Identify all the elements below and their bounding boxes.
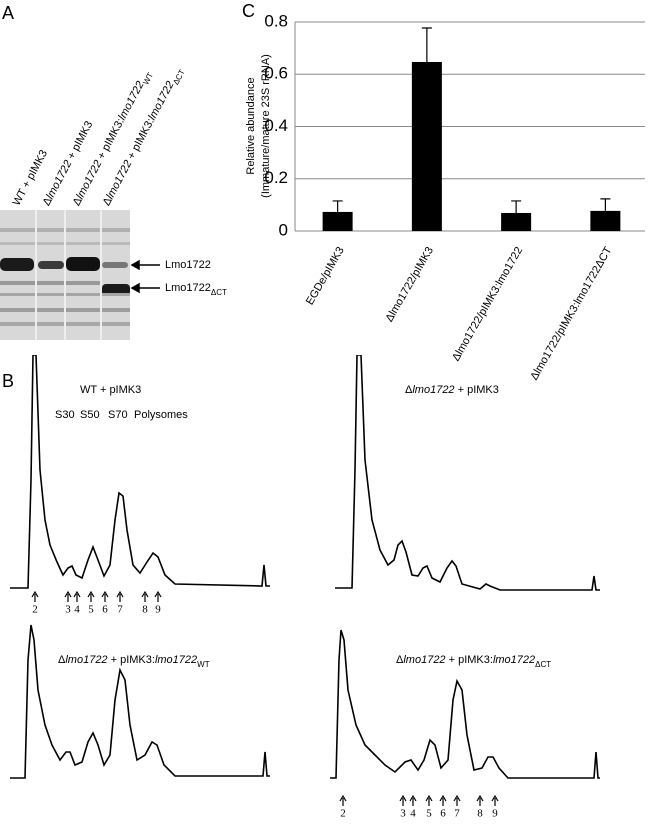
x-tick-label: Δlmo1722/pIMK3:lmo1722 <box>450 245 525 363</box>
y-tick-label: 0.6 <box>264 64 288 83</box>
band-arrows <box>130 259 160 294</box>
fraction-arrow <box>73 590 81 602</box>
fraction-arrow <box>141 590 149 602</box>
lane-labels: WT + pIMK3 Δlmo1722 + pIMK3 Δlmo1722 + p… <box>11 68 187 208</box>
fraction-arrow <box>476 794 484 806</box>
fraction-label: 2 <box>32 604 38 616</box>
fraction-label: 5 <box>426 808 432 820</box>
y-tick-label: 0 <box>279 220 288 239</box>
fraction-label: 3 <box>65 604 71 616</box>
band-label: Lmo1722ΔCT <box>165 282 227 297</box>
fraction-label: 8 <box>477 808 483 820</box>
western-blot <box>0 210 130 340</box>
fraction-arrow <box>409 794 417 806</box>
profile-trace <box>335 355 600 591</box>
fraction-arrow <box>87 590 95 602</box>
fraction-label: 4 <box>74 604 80 616</box>
profiles <box>10 355 600 779</box>
band-label: Lmo1722 <box>165 259 211 271</box>
fraction-label: 7 <box>454 808 460 820</box>
y-tick-label: 0.4 <box>264 116 288 135</box>
panel-label: C <box>242 1 255 21</box>
bar <box>411 61 442 231</box>
fraction-arrow <box>31 590 39 602</box>
bar <box>501 212 532 231</box>
fraction-arrow <box>425 794 433 806</box>
y-axis-label: (Immature/mature 23S rRNA) <box>260 54 272 198</box>
fraction-arrow <box>491 794 499 806</box>
fraction-label: 4 <box>410 808 416 820</box>
profile-trace <box>10 624 270 779</box>
error-bar <box>421 27 432 62</box>
x-tick-label: Δlmo1722/pIMK3:lmo1722ΔCT <box>528 245 614 383</box>
fraction-label: 3 <box>400 808 406 820</box>
fraction-label: 2 <box>340 808 346 820</box>
error-bar <box>600 198 611 211</box>
bar <box>590 210 621 231</box>
peak-label: Polysomes <box>134 409 188 421</box>
fraction-arrow <box>399 794 407 806</box>
fraction-label: 9 <box>492 808 498 820</box>
fraction-label: 9 <box>155 604 161 616</box>
bar-chart: 0 0.2 0.4 0.6 0.8 Relative abundance (Immature… <box>245 11 645 382</box>
profile-trace <box>330 629 600 779</box>
error-bar <box>511 200 522 213</box>
fraction-arrow <box>101 590 109 602</box>
profile-title: Δlmo1722 + pIMK3:lmo1722WT <box>58 654 210 669</box>
fraction-arrow <box>453 794 461 806</box>
peak-label: S50 <box>80 409 100 421</box>
error-bar <box>332 200 343 212</box>
fraction-label: 6 <box>102 604 108 616</box>
peak-label: S70 <box>108 409 128 421</box>
x-tick-label: EGDe/pIMK3 <box>304 245 347 307</box>
fraction-markers: 2 3 4 5 6 7 8 92 3 4 5 6 7 8 9 <box>31 590 499 820</box>
y-tick-label: 0.8 <box>264 11 288 30</box>
fraction-label: 8 <box>142 604 148 616</box>
fraction-arrow <box>339 794 347 806</box>
fraction-arrow <box>116 590 124 602</box>
panel-label: A <box>2 3 14 23</box>
fraction-label: 6 <box>440 808 446 820</box>
profile-title: WT + pIMK3 <box>80 384 141 396</box>
bar <box>322 211 353 231</box>
profile-title: Δlmo1722 + pIMK3 <box>405 384 499 396</box>
fraction-label: 7 <box>117 604 123 616</box>
fraction-arrow <box>64 590 72 602</box>
profile-trace <box>10 355 270 589</box>
peak-label: S30 <box>55 409 75 421</box>
fraction-label: 5 <box>88 604 94 616</box>
x-tick-label: Δlmo1722/pIMK3 <box>383 245 436 324</box>
y-axis-label: Relative abundance <box>245 77 257 174</box>
fraction-arrow <box>439 794 447 806</box>
y-tick-label: 0.2 <box>264 168 288 187</box>
fraction-arrow <box>154 590 162 602</box>
panel-label: B <box>2 371 14 391</box>
profile-title: Δlmo1722 + pIMK3:lmo1722ΔCT <box>396 654 551 669</box>
